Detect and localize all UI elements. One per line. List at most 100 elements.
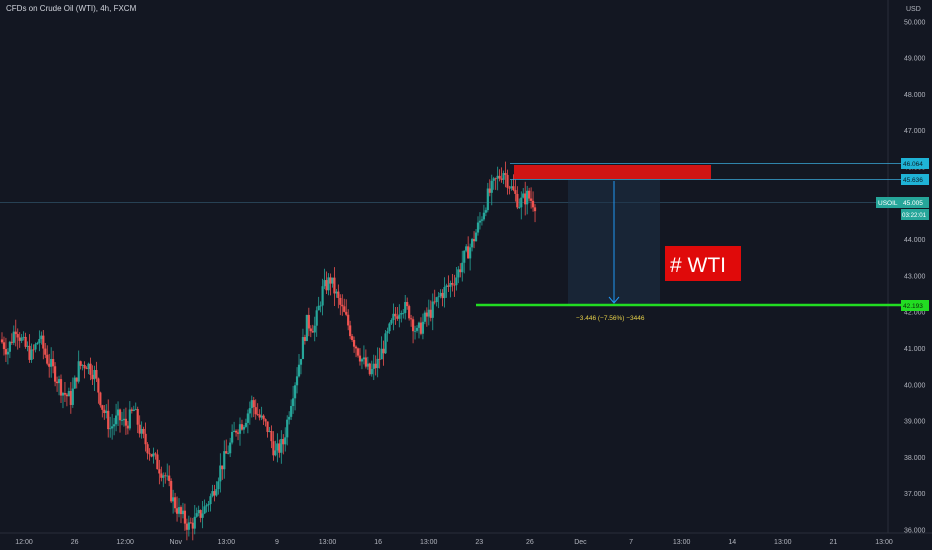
candle-body (57, 379, 61, 384)
candle-body (67, 391, 70, 397)
candle-body (134, 409, 137, 410)
x-tick-label: 14 (728, 539, 736, 546)
candle-body (85, 368, 88, 370)
x-tick-label: 21 (830, 539, 838, 546)
candle-body (461, 262, 464, 273)
candle-body (244, 422, 247, 427)
candle-body (272, 441, 275, 456)
candle-body (378, 358, 381, 360)
candle-body (193, 516, 196, 529)
candle-body (150, 454, 153, 457)
x-tick-label: 26 (71, 539, 79, 546)
candle-body (404, 302, 407, 313)
candle-body (510, 186, 513, 189)
candle-body (221, 465, 224, 470)
candle-body (189, 522, 192, 524)
candle-body (394, 313, 397, 317)
candle-body (315, 310, 318, 326)
candle-body (388, 323, 391, 332)
candle-body (213, 491, 216, 496)
candle-body (327, 277, 330, 291)
candle-body (406, 302, 409, 307)
y-tick-label: 47.000 (904, 128, 926, 135)
candle-body (50, 358, 53, 367)
candle-body (362, 357, 366, 360)
candle-body (325, 280, 328, 291)
x-tick-label: 12:00 (15, 539, 33, 546)
candle-body (459, 269, 462, 273)
candle-body (26, 345, 29, 347)
candle-body (52, 358, 55, 367)
candle-body (195, 513, 198, 517)
candle-body (81, 365, 84, 366)
candle-body (83, 365, 86, 369)
candle-body (97, 378, 100, 393)
candle-body (356, 348, 360, 356)
candle-body (107, 410, 110, 430)
candle-body (140, 428, 143, 434)
y-tick-label: 39.000 (904, 419, 926, 426)
candle-body (339, 297, 342, 305)
candle-body (526, 190, 529, 205)
candle-body (284, 437, 287, 445)
candle-body (528, 190, 531, 199)
price-axis[interactable] (888, 0, 932, 533)
candle-body (142, 428, 145, 434)
candle-body (12, 331, 15, 343)
candle-body (417, 322, 421, 328)
candle-body (34, 344, 37, 350)
candle-body (384, 333, 387, 354)
candle-body (402, 312, 405, 314)
candle-body (333, 277, 336, 294)
candle-body (4, 349, 8, 355)
candle-body (423, 312, 426, 322)
candle-body (18, 337, 21, 341)
candle-body (256, 414, 259, 416)
candle-body (183, 510, 187, 524)
currency-label: USD (906, 6, 921, 13)
candle-body (494, 178, 497, 180)
candle-body (42, 335, 45, 349)
candle-body (457, 269, 460, 278)
candle-body (376, 358, 379, 369)
candle-body (410, 318, 413, 320)
candle-body (435, 297, 438, 303)
candle-body (490, 180, 493, 193)
candle-body (199, 510, 202, 518)
candle-body (65, 394, 69, 397)
candle-body (380, 348, 383, 360)
time-axis[interactable] (0, 533, 932, 550)
candle-body (478, 220, 482, 223)
candle-body (170, 480, 173, 502)
candle-body (154, 453, 157, 455)
y-tick-label: 36.000 (904, 528, 926, 535)
candle-body (469, 247, 472, 259)
x-tick-label: 7 (629, 539, 633, 546)
symbol-title: CFDs on Crude Oil (WTI), 4h, FXCM (6, 4, 137, 13)
candle-body (185, 523, 188, 530)
candle-body (295, 376, 299, 386)
candle-body (238, 424, 242, 434)
candle-body (522, 193, 525, 198)
x-tick-label: 13:00 (420, 539, 438, 546)
candle-body (425, 312, 428, 317)
x-tick-label: 13:00 (875, 539, 893, 546)
candle-body (46, 354, 49, 364)
candle-body (156, 454, 159, 470)
candle-body (77, 361, 80, 382)
candle-body (415, 327, 419, 331)
candle-body (205, 505, 208, 507)
candle-body (6, 351, 10, 355)
candle-body (120, 420, 124, 422)
candle-body (124, 418, 128, 426)
candle-body (472, 239, 476, 242)
resistance-low-tag (901, 174, 929, 185)
candle-body (323, 280, 326, 287)
candle-body (533, 207, 537, 212)
candle-body (250, 400, 253, 409)
candle-body (305, 314, 308, 341)
resistance-zone[interactable] (514, 165, 711, 179)
candle-body (0, 339, 4, 343)
candle-body (152, 453, 155, 457)
